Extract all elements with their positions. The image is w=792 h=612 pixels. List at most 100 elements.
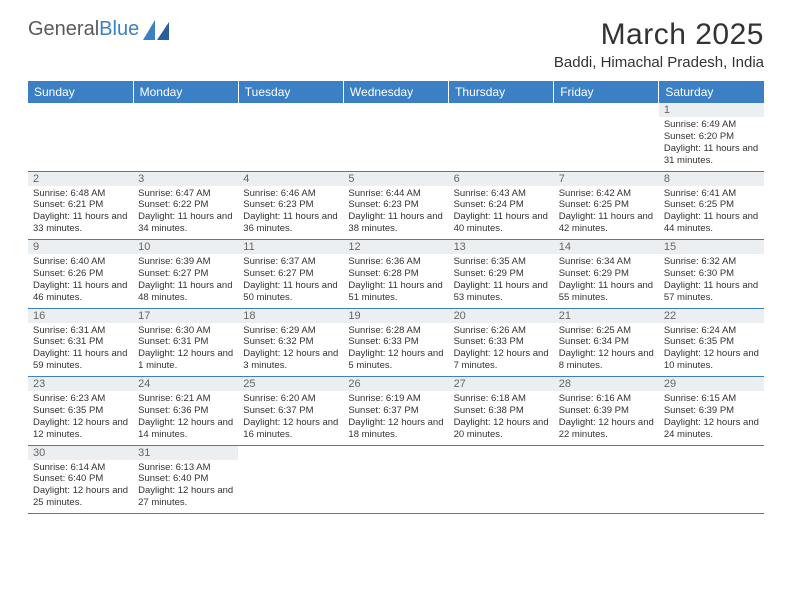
daylight-text: Daylight: 11 hours and 55 minutes. (559, 280, 654, 304)
daylight-text: Daylight: 11 hours and 51 minutes. (348, 280, 443, 304)
day-info: Sunrise: 6:25 AMSunset: 6:34 PMDaylight:… (559, 325, 654, 373)
calendar-cell: 12Sunrise: 6:36 AMSunset: 6:28 PMDayligh… (343, 240, 448, 309)
day-number: 6 (449, 172, 554, 186)
sunrise-text: Sunrise: 6:13 AM (138, 462, 233, 474)
sunset-text: Sunset: 6:34 PM (559, 336, 654, 348)
calendar-cell: 10Sunrise: 6:39 AMSunset: 6:27 PMDayligh… (133, 240, 238, 309)
day-info: Sunrise: 6:41 AMSunset: 6:25 PMDaylight:… (664, 188, 759, 236)
calendar-cell: 5Sunrise: 6:44 AMSunset: 6:23 PMDaylight… (343, 171, 448, 240)
daylight-text: Daylight: 12 hours and 14 minutes. (138, 417, 233, 441)
sunset-text: Sunset: 6:31 PM (138, 336, 233, 348)
sunrise-text: Sunrise: 6:29 AM (243, 325, 338, 337)
daylight-text: Daylight: 12 hours and 12 minutes. (33, 417, 128, 441)
sunrise-text: Sunrise: 6:35 AM (454, 256, 549, 268)
day-number: 8 (659, 172, 764, 186)
sunset-text: Sunset: 6:38 PM (454, 405, 549, 417)
sunset-text: Sunset: 6:20 PM (664, 131, 759, 143)
sunrise-text: Sunrise: 6:37 AM (243, 256, 338, 268)
sunset-text: Sunset: 6:23 PM (348, 199, 443, 211)
day-number: 1 (659, 103, 764, 117)
sunset-text: Sunset: 6:28 PM (348, 268, 443, 280)
calendar-row: 16Sunrise: 6:31 AMSunset: 6:31 PMDayligh… (28, 308, 764, 377)
sunset-text: Sunset: 6:25 PM (559, 199, 654, 211)
sunrise-text: Sunrise: 6:36 AM (348, 256, 443, 268)
month-title: March 2025 (554, 18, 764, 52)
calendar-row: 1 Sunrise: 6:49 AMSunset: 6:20 PMDaylight… (28, 103, 764, 171)
calendar-cell: 15Sunrise: 6:32 AMSunset: 6:30 PMDayligh… (659, 240, 764, 309)
calendar-cell: 24 Sunrise: 6:21 AMSunset: 6:36 PMDayligh… (133, 377, 238, 446)
sunrise-text: Sunrise: 6:40 AM (33, 256, 128, 268)
sunset-text: Sunset: 6:37 PM (243, 405, 338, 417)
sunset-text: Sunset: 6:40 PM (33, 473, 128, 485)
day-info: Sunrise: 6:19 AMSunset: 6:37 PMDaylight:… (348, 393, 443, 441)
sunrise-text: Sunrise: 6:26 AM (454, 325, 549, 337)
sunset-text: Sunset: 6:35 PM (664, 336, 759, 348)
sunrise-text: Sunrise: 6:16 AM (559, 393, 654, 405)
day-number: 24 (133, 377, 238, 391)
daylight-text: Daylight: 12 hours and 27 minutes. (138, 485, 233, 509)
day-info: Sunrise: 6:49 AMSunset: 6:20 PMDaylight:… (664, 119, 759, 167)
daylight-text: Daylight: 11 hours and 31 minutes. (664, 143, 759, 167)
day-info: Sunrise: 6:14 AMSunset: 6:40 PMDaylight:… (33, 462, 128, 510)
day-info: Sunrise: 6:40 AMSunset: 6:26 PMDaylight:… (33, 256, 128, 304)
day-info: Sunrise: 6:35 AMSunset: 6:29 PMDaylight:… (454, 256, 549, 304)
day-number: 19 (343, 309, 448, 323)
calendar-cell: 3Sunrise: 6:47 AMSunset: 6:22 PMDaylight… (133, 171, 238, 240)
calendar-cell (238, 445, 343, 514)
sunrise-text: Sunrise: 6:21 AM (138, 393, 233, 405)
sunrise-text: Sunrise: 6:19 AM (348, 393, 443, 405)
daylight-text: Daylight: 11 hours and 38 minutes. (348, 211, 443, 235)
sunrise-text: Sunrise: 6:25 AM (559, 325, 654, 337)
day-info: Sunrise: 6:29 AMSunset: 6:32 PMDaylight:… (243, 325, 338, 373)
day-number: 31 (133, 446, 238, 460)
day-number: 27 (449, 377, 554, 391)
calendar-cell (343, 445, 448, 514)
daylight-text: Daylight: 12 hours and 7 minutes. (454, 348, 549, 372)
day-info: Sunrise: 6:48 AMSunset: 6:21 PMDaylight:… (33, 188, 128, 236)
sunset-text: Sunset: 6:29 PM (559, 268, 654, 280)
day-info: Sunrise: 6:34 AMSunset: 6:29 PMDaylight:… (559, 256, 654, 304)
calendar-row: 9Sunrise: 6:40 AMSunset: 6:26 PMDaylight… (28, 240, 764, 309)
calendar-cell: 22Sunrise: 6:24 AMSunset: 6:35 PMDayligh… (659, 308, 764, 377)
daylight-text: Daylight: 12 hours and 20 minutes. (454, 417, 549, 441)
calendar-cell: 11Sunrise: 6:37 AMSunset: 6:27 PMDayligh… (238, 240, 343, 309)
day-info: Sunrise: 6:16 AMSunset: 6:39 PMDaylight:… (559, 393, 654, 441)
sunset-text: Sunset: 6:27 PM (243, 268, 338, 280)
col-sunday: Sunday (28, 81, 133, 103)
day-info: Sunrise: 6:36 AMSunset: 6:28 PMDaylight:… (348, 256, 443, 304)
sunrise-text: Sunrise: 6:41 AM (664, 188, 759, 200)
calendar-cell: 21 Sunrise: 6:25 AMSunset: 6:34 PMDayligh… (554, 308, 659, 377)
daylight-text: Daylight: 11 hours and 36 minutes. (243, 211, 338, 235)
day-info: Sunrise: 6:44 AMSunset: 6:23 PMDaylight:… (348, 188, 443, 236)
day-info: Sunrise: 6:31 AMSunset: 6:31 PMDaylight:… (33, 325, 128, 373)
sunset-text: Sunset: 6:40 PM (138, 473, 233, 485)
daylight-text: Daylight: 12 hours and 18 minutes. (348, 417, 443, 441)
sunset-text: Sunset: 6:33 PM (454, 336, 549, 348)
calendar-cell: 7Sunrise: 6:42 AMSunset: 6:25 PMDaylight… (554, 171, 659, 240)
day-info: Sunrise: 6:30 AMSunset: 6:31 PMDaylight:… (138, 325, 233, 373)
brand-word1: General (28, 18, 99, 40)
calendar-cell: 26Sunrise: 6:19 AMSunset: 6:37 PMDayligh… (343, 377, 448, 446)
sunrise-text: Sunrise: 6:14 AM (33, 462, 128, 474)
day-info: Sunrise: 6:26 AMSunset: 6:33 PMDaylight:… (454, 325, 549, 373)
daylight-text: Daylight: 11 hours and 59 minutes. (33, 348, 128, 372)
daylight-text: Daylight: 12 hours and 3 minutes. (243, 348, 338, 372)
day-info: Sunrise: 6:28 AMSunset: 6:33 PMDaylight:… (348, 325, 443, 373)
day-info: Sunrise: 6:21 AMSunset: 6:36 PMDaylight:… (138, 393, 233, 441)
sunset-text: Sunset: 6:31 PM (33, 336, 128, 348)
day-number: 10 (133, 240, 238, 254)
daylight-text: Daylight: 11 hours and 53 minutes. (454, 280, 549, 304)
col-wednesday: Wednesday (343, 81, 448, 103)
daylight-text: Daylight: 12 hours and 1 minute. (138, 348, 233, 372)
calendar-cell: 4Sunrise: 6:46 AMSunset: 6:23 PMDaylight… (238, 171, 343, 240)
day-number: 21 (554, 309, 659, 323)
sunrise-text: Sunrise: 6:49 AM (664, 119, 759, 131)
day-number: 30 (28, 446, 133, 460)
day-number: 25 (238, 377, 343, 391)
day-number: 18 (238, 309, 343, 323)
sunrise-text: Sunrise: 6:18 AM (454, 393, 549, 405)
calendar-cell: 14Sunrise: 6:34 AMSunset: 6:29 PMDayligh… (554, 240, 659, 309)
calendar-cell: 17Sunrise: 6:30 AMSunset: 6:31 PMDayligh… (133, 308, 238, 377)
sunset-text: Sunset: 6:23 PM (243, 199, 338, 211)
daylight-text: Daylight: 12 hours and 10 minutes. (664, 348, 759, 372)
